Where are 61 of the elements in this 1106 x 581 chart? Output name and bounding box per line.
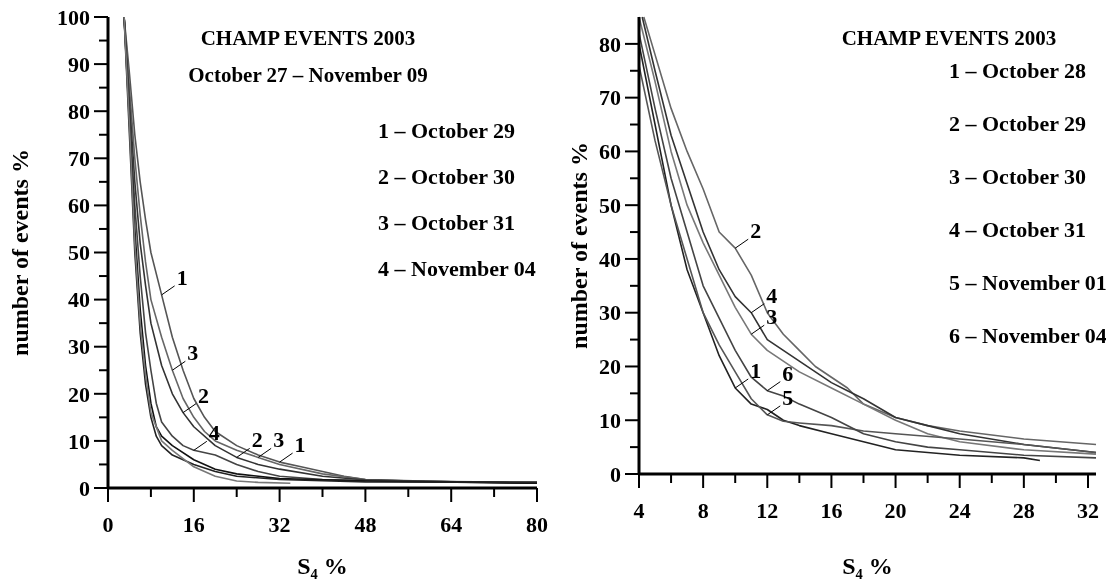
y-tick-label: 40 [68, 287, 90, 313]
y-tick-label: 70 [68, 146, 90, 171]
x-tick-label: 4 [633, 498, 645, 523]
annotation: 1 – October 28 [949, 58, 1087, 83]
annotation: 2 [251, 427, 263, 453]
y-tick-label: 30 [68, 334, 90, 360]
x-tick-label: 24 [948, 498, 971, 523]
x-tick-label: 48 [354, 512, 377, 537]
y-tick-label: 60 [599, 139, 621, 165]
y-tick-label: 70 [599, 85, 621, 111]
annotation: 2 [750, 218, 762, 244]
y-tick-label: 80 [599, 31, 621, 57]
annotation: 4 [766, 282, 778, 308]
y-tick-label: 0 [79, 475, 90, 501]
y-tick-label: 50 [68, 240, 90, 266]
annotation: 2 – October 29 [949, 111, 1087, 136]
y-tick-label: 0 [610, 461, 621, 487]
y-axis-title: number of events % [7, 149, 33, 356]
y-tick-label: 50 [599, 192, 621, 218]
x-tick-label: 32 [268, 512, 291, 537]
chart-title: CHAMP EVENTS 2003 [200, 26, 416, 50]
x-tick-label: 80 [526, 512, 548, 537]
x-tick-label: 28 [1012, 498, 1035, 523]
y-tick-label: 30 [599, 300, 621, 326]
y-tick-label: 60 [68, 193, 90, 219]
y-tick-label: 20 [599, 354, 621, 380]
y-tick-label: 10 [68, 428, 90, 454]
text: CHAMP EVENTS 2003 [841, 26, 1057, 50]
x-tick-label: 16 [182, 512, 205, 537]
y-tick-label: 20 [68, 381, 90, 407]
x-tick-label: 32 [1076, 498, 1099, 523]
annotation: 6 [782, 360, 794, 386]
y-tick-label: 40 [599, 246, 621, 272]
x-axis-title: S₄ % [842, 553, 893, 579]
text: October 27 – November 09 [188, 63, 428, 87]
annotation: 4 – October 31 [949, 217, 1087, 242]
annotation: 2 [198, 382, 210, 408]
x-axis-title: S₄ % [297, 553, 348, 579]
x-tick-label: 0 [102, 512, 114, 537]
x-tick-label: 12 [756, 498, 779, 523]
annotation: 3 [273, 427, 285, 453]
y-tick-label: 10 [599, 407, 621, 433]
y-tick-label: 100 [57, 4, 90, 30]
x-tick-label: 16 [820, 498, 843, 523]
annotation: 3 [187, 340, 199, 366]
annotation: 5 – November 01 [949, 270, 1106, 295]
annotation: 3 – October 30 [949, 164, 1087, 189]
y-tick-label: 90 [68, 51, 90, 77]
x-tick-label: 8 [697, 498, 709, 523]
annotation: 1 [176, 264, 188, 290]
x-tick-label: 64 [440, 512, 463, 537]
annotation: 3 – October 31 [378, 210, 516, 235]
annotation: 1 [750, 357, 762, 383]
annotation: 6 – November 04 [949, 323, 1106, 348]
x-tick-label: 20 [884, 498, 907, 523]
annotation: 1 – October 29 [378, 118, 516, 143]
y-tick-label: 80 [68, 98, 90, 124]
annotation: 1 [294, 432, 306, 458]
annotation: 4 – November 04 [378, 256, 536, 281]
y-axis-title: number of events % [566, 142, 592, 349]
annotation: 2 – October 30 [378, 164, 516, 189]
